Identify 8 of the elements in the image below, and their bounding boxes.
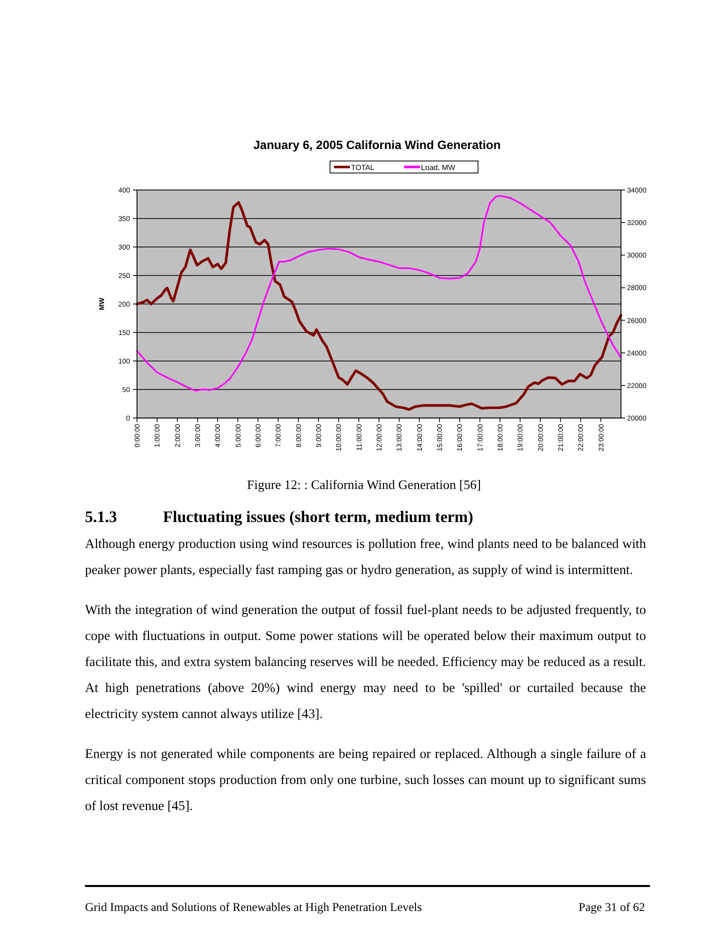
text: Although energy production using wind resources is pollution free, wind plants need to be balanced with peaker power plants, especially fast ramping gas or hydro generation, as supply of wind is intermittent.: [85, 535, 646, 579]
text: Grid Impacts and Solutions of Renewables at High Penetration Levels: [85, 900, 422, 915]
chart-title: January 6, 2005 California Wind Generation: [253, 138, 501, 152]
text: With the integration of wind generation the output of fossil fuel-plant needs to be adjusted frequently, to cope with fluctuations in output. Some power stations will be operated below their maximum output to facilitate this, and extra system balancing reserves will be needed. Efficiency may be reduced as a result. At high penetrations (above 20%) wind energy may need to be 'spilled' or curtailed because the electricity system cannot always utilize [43].: [85, 601, 646, 723]
text: 5.1.3 Fluctuating issues (short term, medium term): [85, 509, 474, 526]
text: Page 31 of 62: [578, 900, 645, 915]
text: Energy is not generated while components are being repaired or replaced. Although a single failure of a critical component stops production from only one turbine, such losses can mount up to significant sums of lost revenue [45].: [85, 745, 646, 815]
caption: Figure 12: : California Wind Generation [56]: [246, 477, 482, 493]
